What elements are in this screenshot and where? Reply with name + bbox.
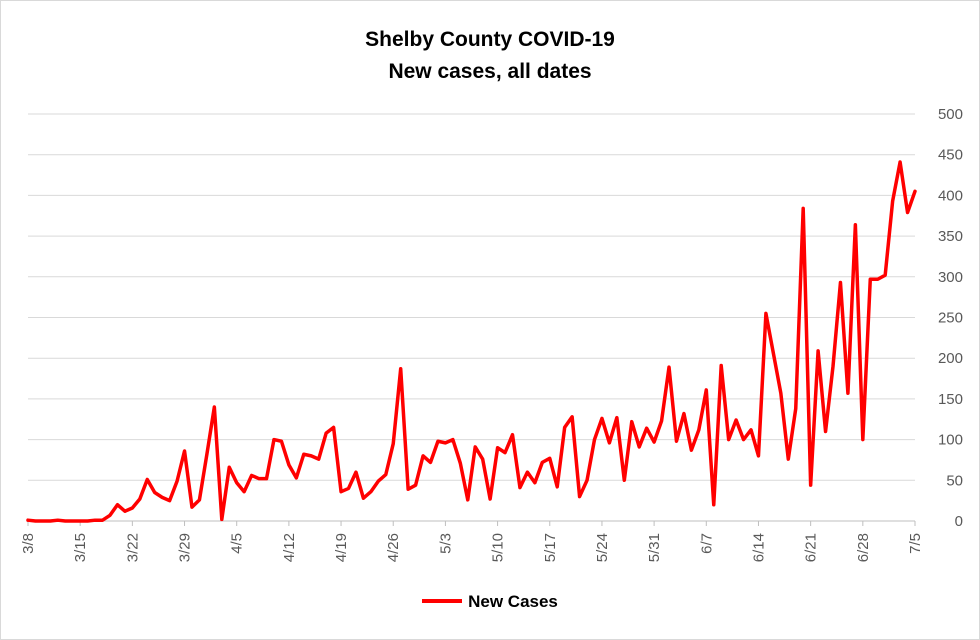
y-tick-label: 400 [938,187,963,204]
y-tick-label: 50 [946,472,963,489]
legend-label: New Cases [468,592,558,611]
x-tick-label: 5/17 [542,533,559,562]
x-tick-label: 5/24 [594,533,611,562]
y-axis-ticks: 0 50 100 150 200 250 300 350 400 450 500 [938,106,963,530]
legend: New Cases [0,592,980,612]
x-tick-label: 3/15 [72,533,89,562]
y-tick-label: 200 [938,350,963,367]
y-tick-label: 150 [938,391,963,408]
y-tick-label: 0 [955,513,963,530]
y-tick-label: 250 [938,310,963,327]
chart-title: Shelby County COVID-19 New cases, all da… [0,24,980,88]
y-tick-label: 300 [938,269,963,286]
x-tick-label: 3/22 [124,533,141,562]
y-tick-label: 450 [938,147,963,164]
chart-title-line1: Shelby County COVID-19 [365,28,615,51]
x-tick-label: 3/8 [20,533,37,554]
x-axis-ticks: 3/8 3/15 3/22 3/29 4/5 4/12 4/19 4/26 5/3 5/10 5/1… [20,521,924,562]
y-tick-label: 350 [938,228,963,245]
x-tick-label: 4/5 [229,533,246,554]
gridlines [28,113,915,481]
x-tick-label: 6/21 [803,533,820,562]
x-tick-label: 4/26 [385,533,402,562]
y-tick-label: 500 [938,106,963,123]
x-tick-label: 4/19 [333,533,350,562]
x-tick-label: 5/3 [437,533,454,554]
x-tick-label: 5/31 [646,533,663,562]
series-line-new-cases [26,160,917,523]
chart-subtitle: New cases, all dates [388,60,592,83]
x-tick-label: 4/12 [281,533,298,562]
x-tick-label: 5/10 [490,533,507,562]
y-tick-label: 100 [938,432,963,449]
x-tick-label: 6/14 [750,533,767,562]
x-tick-label: 3/29 [177,533,194,562]
x-tick-label: 6/28 [855,533,872,562]
x-tick-label: 6/7 [698,533,715,554]
legend-swatch [422,598,463,603]
series-group [26,160,917,523]
x-tick-label: 7/5 [907,533,924,554]
